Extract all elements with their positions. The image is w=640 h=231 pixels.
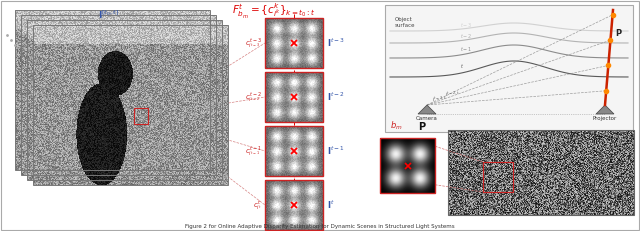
Bar (448, 130, 634, 215)
Bar (15, 10, 210, 170)
Text: Projector: Projector (593, 116, 617, 121)
Bar (33, 25, 228, 185)
Text: $\mathbf{I}^{t-2}$: $\mathbf{I}^{t-2}$ (327, 91, 345, 103)
Text: $c_{i^{t-3}}^{t-3}$: $c_{i^{t-3}}^{t-3}$ (245, 36, 262, 50)
Text: $c_{i^{t-1}}^{t-1}$: $c_{i^{t-1}}^{t-1}$ (245, 144, 262, 158)
Bar (265, 18, 323, 68)
Bar (265, 180, 323, 230)
Text: $t-1$: $t-1$ (460, 45, 472, 53)
Text: $t-3$: $t-3$ (460, 21, 472, 29)
Text: $f_p^t = x^{t-\Delta t}$: $f_p^t = x^{t-\Delta t}$ (472, 129, 506, 143)
Text: $\mathbf{I}^{t-3}$: $\mathbf{I}^{t-3}$ (327, 37, 345, 49)
Text: $b_m$: $b_m$ (390, 119, 403, 132)
Text: P: P (615, 28, 621, 37)
Bar (385, 5, 633, 132)
Text: Figure 2 for Online Adaptive Disparity Estimation for Dynamic Scenes in Structur: Figure 2 for Online Adaptive Disparity E… (185, 224, 455, 229)
Text: $i^{t-2.t}$: $i^{t-2.t}$ (445, 90, 460, 99)
Bar (265, 72, 323, 122)
Text: Camera: Camera (416, 116, 438, 121)
Text: $\mathbf{I}^{t}$: $\mathbf{I}^{t}$ (327, 199, 335, 211)
Polygon shape (418, 105, 436, 114)
Bar (27, 20, 222, 180)
Bar (265, 126, 323, 176)
Text: P: P (418, 122, 425, 132)
Bar (21, 15, 216, 175)
Bar (134, 108, 148, 124)
Text: $t-2$: $t-2$ (460, 32, 472, 40)
Text: $\mathbf{I}^{[t_0,t]}$: $\mathbf{I}^{[t_0,t]}$ (98, 9, 119, 21)
Text: $t$: $t$ (460, 62, 464, 70)
Bar (483, 162, 513, 192)
Text: $\mathbf{I}^{t-1}$: $\mathbf{I}^{t-1}$ (327, 145, 345, 157)
Text: $c_{i^{t-2}}^{t-2}$: $c_{i^{t-2}}^{t-2}$ (245, 90, 262, 104)
Polygon shape (596, 105, 614, 114)
Bar (380, 138, 435, 193)
Text: $c_{i^t}^{t}$: $c_{i^t}^{t}$ (253, 198, 262, 212)
Text: $i^{t-3.t}$: $i^{t-3.t}$ (432, 95, 447, 104)
Text: Object
surface: Object surface (395, 17, 415, 28)
Text: $F_{b_m}^t = \{c_{i^k}^k\}_{k=t_0:t}$: $F_{b_m}^t = \{c_{i^k}^k\}_{k=t_0:t}$ (232, 2, 316, 21)
